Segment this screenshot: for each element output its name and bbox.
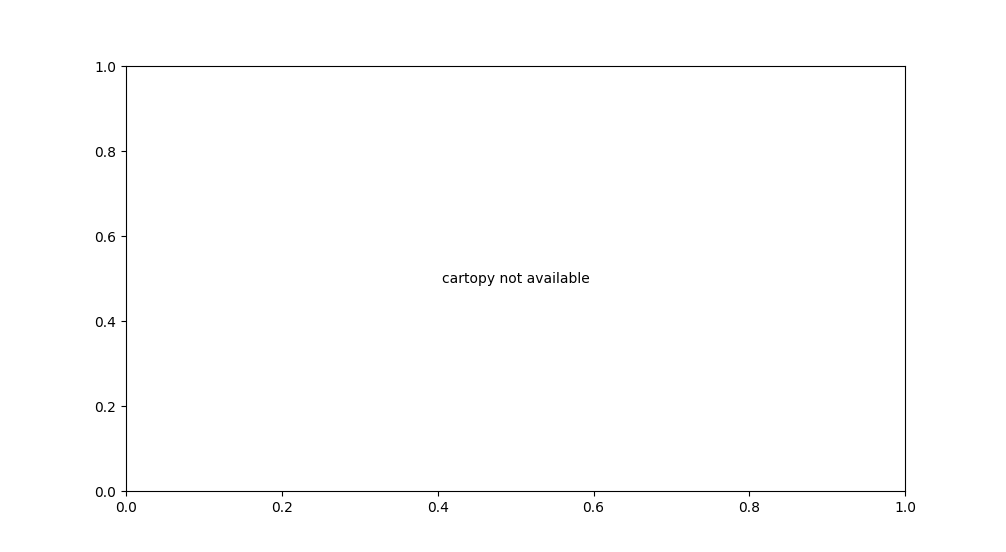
Text: cartopy not available: cartopy not available bbox=[442, 272, 590, 286]
